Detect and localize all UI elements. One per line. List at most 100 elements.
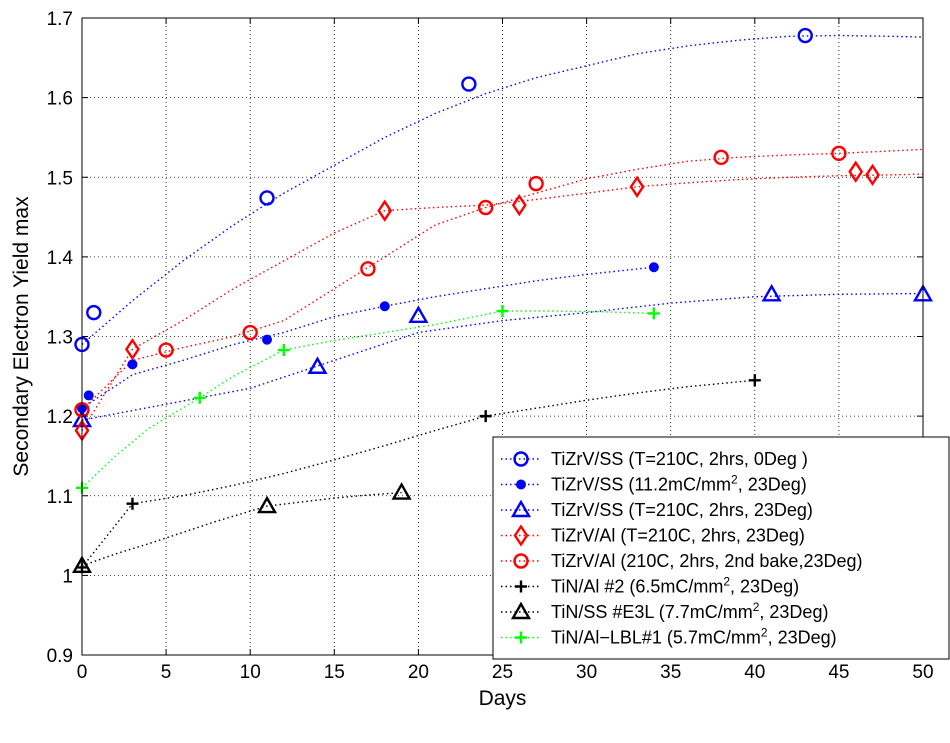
fit-curve-series-3 [81, 292, 924, 421]
data-point [256, 495, 278, 514]
legend-superscript: 2 [753, 600, 760, 614]
y-tick-label: 0.9 [47, 646, 73, 667]
data-point [307, 356, 328, 374]
legend-entry-6: TiN/Al #2 (6.5mC/mm2, 23Deg) [551, 575, 799, 597]
legend-text: TiN/Al−LBL#1 (5.7mC/mm [551, 628, 761, 648]
data-point [125, 338, 140, 361]
y-tick-label: 1.5 [47, 168, 73, 189]
legend-entry-8: TiN/Al−LBL#1 (5.7mC/mm2, 23Deg) [551, 626, 837, 648]
fit-curve-series-4 [81, 173, 924, 431]
y-tick-label: 1.6 [47, 89, 73, 110]
legend-superscript: 2 [761, 626, 768, 640]
data-point [242, 324, 258, 341]
data-point [647, 307, 660, 320]
data-point [479, 410, 492, 423]
y-tick-label: 1.7 [47, 9, 73, 30]
y-tick-label: 1 [62, 566, 73, 587]
data-point [511, 193, 527, 217]
fit-curves [81, 34, 924, 568]
data-point [158, 342, 174, 358]
legend-text: TiZrV/SS (T=210C, 2hrs, 0Deg ) [551, 449, 808, 469]
data-point [391, 482, 412, 500]
x-tick-label: 20 [408, 662, 429, 683]
data-point [262, 334, 273, 345]
x-tick-label: 50 [912, 662, 933, 683]
legend-entry-1: TiZrV/SS (T=210C, 2hrs, 0Deg ) [551, 449, 808, 469]
fit-curve-series-8 [81, 310, 654, 489]
legend-marker [510, 601, 532, 620]
legend-entry-4: TiZrV/Al (T=210C, 2hrs, 23Deg) [551, 526, 805, 546]
data-point [848, 160, 864, 183]
series-6-markers [76, 374, 761, 574]
y-axis-label: Secondary Electron Yield max [10, 196, 33, 477]
axis-ticks: 0 5 10 15 20 25 30 35 40 45 50 0.9 1 1.1 1.2 1.3 1.4 1.5 1… [47, 9, 934, 683]
x-tick-label: 0 [77, 662, 88, 683]
data-point [408, 305, 429, 323]
data-point [496, 305, 509, 318]
x-axis-label: Days [479, 687, 527, 710]
legend-text: TiZrV/Al (T=210C, 2hrs, 23Deg) [551, 526, 805, 546]
legend-marker [515, 580, 527, 593]
data-point [127, 359, 138, 370]
data-point [83, 390, 94, 401]
data-point [831, 145, 847, 162]
data-point [477, 199, 494, 216]
legend-text: TiZrV/Al (210C, 2hrs, 2nd bake,23Deg) [551, 551, 862, 571]
data-point [360, 261, 376, 277]
fit-curve-series-2 [81, 266, 654, 409]
x-tick-label: 10 [240, 662, 261, 683]
data-point [865, 163, 880, 187]
legend-text: TiN/Al #2 (6.5mC/mm [551, 577, 723, 597]
legend-superscript: 2 [731, 473, 738, 487]
data-point [277, 344, 290, 357]
legend-marker [513, 524, 529, 547]
legend-text: , 23Deg) [759, 602, 828, 622]
data-point [528, 175, 544, 192]
series-4-markers [74, 160, 880, 442]
data-point [86, 304, 102, 321]
legend-marker [513, 451, 529, 467]
legend-entry-7: TiN/SS #E3L (7.7mC/mm2, 23Deg) [551, 600, 828, 622]
series-5-markers [74, 145, 847, 418]
y-tick-label: 1.1 [47, 487, 73, 508]
legend-text: TiZrV/SS (11.2mC/mm [551, 475, 731, 495]
fit-curve-series-7 [81, 491, 402, 567]
legend-marker [510, 499, 532, 518]
data-point [379, 301, 390, 312]
legend-entry-3: TiZrV/SS (T=210C, 2hrs, 23Deg) [551, 500, 813, 520]
data-point [748, 374, 761, 387]
x-tick-label: 45 [828, 662, 849, 683]
legend-text: , 23Deg) [738, 475, 807, 495]
data-point [797, 27, 813, 44]
fit-curve-series-1 [81, 34, 924, 346]
legend-marker [513, 553, 529, 569]
legend: TiZrV/SS (T=210C, 2hrs, 0Deg ) TiZrV/SS (… [492, 436, 950, 660]
legend-text: , 23Deg) [730, 577, 799, 597]
x-tick-label: 15 [324, 662, 345, 683]
x-tick-label: 25 [492, 662, 513, 683]
legend-text: TiZrV/SS (T=210C, 2hrs, 23Deg) [551, 500, 813, 520]
data-point [648, 262, 659, 273]
legend-entry-5: TiZrV/Al (210C, 2hrs, 2nd bake,23Deg) [551, 551, 862, 571]
x-tick-label: 35 [660, 662, 681, 683]
y-tick-label: 1.3 [47, 328, 73, 349]
legend-superscript: 2 [723, 575, 730, 589]
x-tick-label: 40 [744, 662, 765, 683]
legend-text: TiN/SS #E3L (7.7mC/mm [551, 602, 753, 622]
data-point [377, 199, 393, 222]
x-tick-label: 5 [161, 662, 172, 683]
data-point [713, 149, 729, 166]
y-tick-label: 1.2 [47, 407, 73, 428]
fit-curve-series-6 [81, 379, 755, 568]
legend-entry-2: TiZrV/SS (11.2mC/mm2, 23Deg) [551, 473, 807, 495]
data-point [259, 190, 275, 206]
data-point [461, 76, 477, 92]
data-point [761, 283, 782, 302]
data-point [193, 391, 206, 404]
legend-marker [515, 631, 527, 644]
x-tick-label: 30 [576, 662, 597, 683]
data-point [126, 497, 139, 510]
legend-text: , 23Deg) [768, 628, 837, 648]
legend-marker [516, 479, 526, 490]
